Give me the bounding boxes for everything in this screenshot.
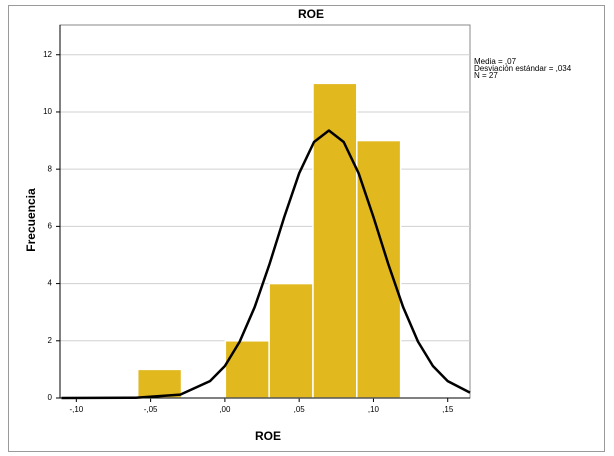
- y-tick-label: 0: [48, 393, 53, 402]
- annotation: N = 27: [474, 71, 498, 80]
- normal-curve: [61, 129, 471, 400]
- y-tick-label: 6: [48, 221, 53, 230]
- x-tick-label: ,05: [294, 405, 306, 414]
- x-tick-label: -,10: [69, 405, 83, 414]
- plot-area: [59, 24, 471, 399]
- bar: [136, 368, 183, 399]
- bar: [268, 282, 314, 399]
- y-tick-label: 12: [43, 50, 52, 59]
- chart-title: ROE: [298, 7, 324, 21]
- bar: [356, 139, 402, 399]
- y-axis-label: Frecuencia: [24, 188, 38, 252]
- annotation: Media = ,07: [474, 57, 517, 66]
- y-tick-label: 10: [43, 107, 52, 116]
- bar: [224, 340, 270, 399]
- y-tick-label: 4: [48, 279, 53, 288]
- annotation: Desviación estándar = ,034: [474, 64, 572, 73]
- x-tick-label: ,00: [219, 405, 231, 414]
- x-tick-label: -,05: [144, 405, 158, 414]
- x-tick-label: ,10: [368, 405, 380, 414]
- y-tick-label: 2: [48, 336, 53, 345]
- x-axis-label: ROE: [255, 429, 281, 443]
- bar: [312, 82, 358, 399]
- x-tick-label: ,15: [442, 405, 454, 414]
- y-tick-label: 8: [48, 164, 53, 173]
